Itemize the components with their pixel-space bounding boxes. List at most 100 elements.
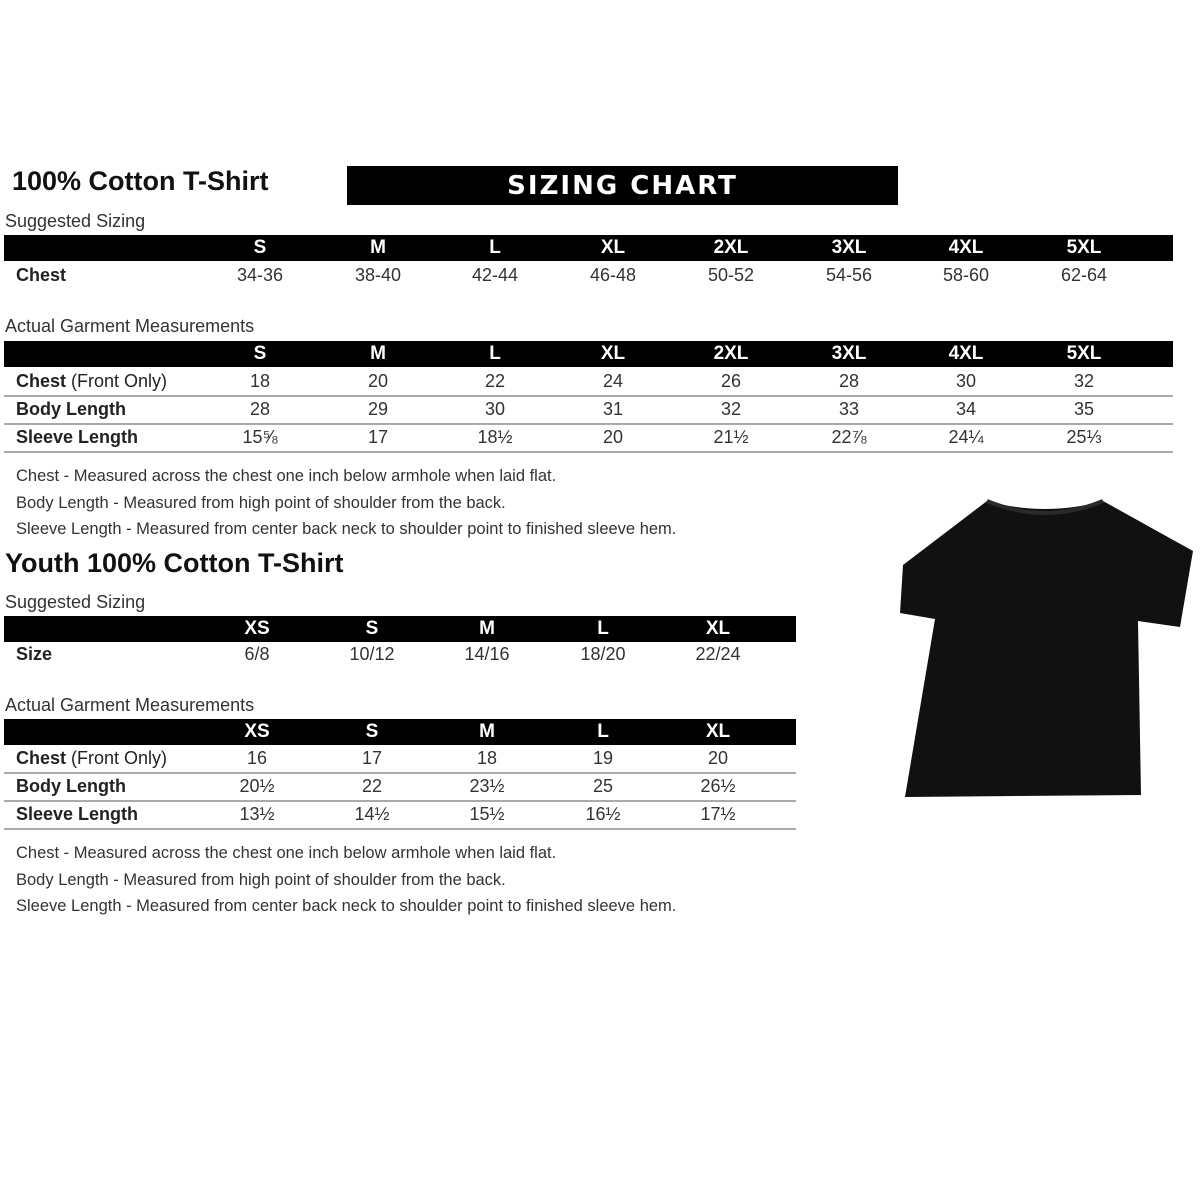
row-label-text: Chest [16,371,67,391]
table-cell: 28 [838,371,860,391]
table-cell: 15½ [469,804,505,824]
table-cell: 34 [955,399,977,419]
table-cell: 17 [367,427,389,447]
table-cell: 20 [707,748,729,768]
note-line: Chest - Measured across the chest one in… [16,844,557,862]
size-header: XL [705,721,731,742]
table-cell: 17½ [700,804,736,824]
table-cell: 24 [602,371,624,391]
tshirt-icon [900,499,1193,797]
table-cell: 26½ [700,776,736,796]
size-header: 4XL [948,343,984,364]
table-cell: 22/24 [695,644,741,664]
table-cell: 31 [602,399,624,419]
table-cell: 16½ [585,804,621,824]
table-cell: 18 [249,371,271,391]
table-cell: 18/20 [580,644,626,664]
row-label-text: Body Length [16,776,126,796]
table-cell: 42-44 [471,265,519,285]
table-row: Chest 34-36 38-40 42-44 46-48 50-52 54-56 58-60… [4,261,1173,289]
table-cell: 28 [249,399,271,419]
table-cell: 58-60 [942,265,990,285]
youth-header-bar: XS S M L XL [4,719,796,745]
note-line: Body Length - Measured from high point o… [16,870,506,889]
row-label: Sleeve Length [16,800,138,828]
size-header: L [489,343,501,364]
size-header: S [365,721,379,742]
table-row: Body Length 20½ 22 23½ 25 26½ [4,772,796,802]
table-cell: 50-52 [707,265,755,285]
table-cell: 25⅓ [1066,427,1102,447]
adult-title: 100% Cotton T-Shirt [12,166,269,196]
size-header: M [370,343,386,364]
note-line: Body Length - Measured from high point o… [16,493,506,512]
youth-title: Youth 100% Cotton T-Shirt [5,548,344,578]
table-cell: 32 [720,399,742,419]
size-header: S [253,237,267,258]
table-cell: 29 [367,399,389,419]
table-cell: 32 [1073,371,1095,391]
table-cell: 22 [484,371,506,391]
table-cell: 18 [476,748,498,768]
row-label-note: (Front Only) [66,748,168,768]
table-row: Chest (Front Only) 16 17 18 19 20 [4,744,796,774]
table-cell: 35 [1073,399,1095,419]
table-cell: 18½ [477,427,513,447]
adult-suggested-label: Suggested Sizing [5,211,146,231]
table-cell: 16 [246,748,268,768]
size-header: 5XL [1066,343,1102,364]
size-header: L [597,618,609,639]
adult-header-bar: S M L XL 2XL 3XL 4XL 5XL [4,341,1173,367]
row-label-text: Sleeve Length [16,427,139,447]
row-label: Chest (Front Only) [16,744,167,772]
size-header: 2XL [713,237,749,258]
table-cell: 22 [361,776,383,796]
size-header: 3XL [831,237,867,258]
table-cell: 33 [838,399,860,419]
row-label-text: Chest [16,265,67,285]
table-cell: 10/12 [349,644,395,664]
size-header: XL [600,237,626,258]
row-label: Chest [16,261,66,289]
table-cell: 23½ [469,776,505,796]
size-header: XL [705,618,731,639]
row-label: Body Length [16,395,126,423]
size-header: S [253,343,267,364]
size-header: 5XL [1066,237,1102,258]
size-header: M [370,237,386,258]
sizing-chart-banner: SIZING CHART [347,166,898,205]
size-header: 4XL [948,237,984,258]
row-label-text: Sleeve Length [16,804,139,824]
row-label-text: Chest [16,748,67,768]
size-header: M [479,721,495,742]
youth-header-bar: XS S M L XL [4,616,796,642]
size-header: 3XL [831,343,867,364]
table-cell: 14/16 [464,644,510,664]
size-header: L [597,721,609,742]
adult-actual-label: Actual Garment Measurements [5,316,255,336]
table-cell: 19 [592,748,614,768]
size-header: L [489,237,501,258]
table-row: Chest (Front Only) 18 20 22 24 26 28 30 32 [4,367,1173,397]
note-line: Chest - Measured across the chest one in… [16,467,557,485]
table-cell: 30 [955,371,977,391]
table-cell: 17 [361,748,383,768]
row-label: Size [16,640,52,668]
table-cell: 13½ [239,804,275,824]
row-label-note: (Front Only) [66,371,168,391]
table-cell: 20½ [239,776,275,796]
table-cell: 21½ [713,427,749,447]
adult-header-bar: S M L XL 2XL 3XL 4XL 5XL [4,235,1173,261]
table-cell: 6/8 [244,644,270,664]
row-label: Body Length [16,772,126,800]
size-header: XS [244,618,270,639]
table-cell: 24¼ [948,427,984,447]
note-line: Sleeve Length - Measured from center bac… [16,897,677,915]
table-row: Size 6/8 10/12 14/16 18/20 22/24 [4,640,796,668]
row-label: Sleeve Length [16,423,138,451]
row-label-text: Body Length [16,399,126,419]
size-header: M [479,618,495,639]
table-row: Sleeve Length 15⅝ 17 18½ 20 21½ 22⅞ 24¼ 25⅓ [4,423,1173,453]
table-cell: 15⅝ [242,427,278,447]
